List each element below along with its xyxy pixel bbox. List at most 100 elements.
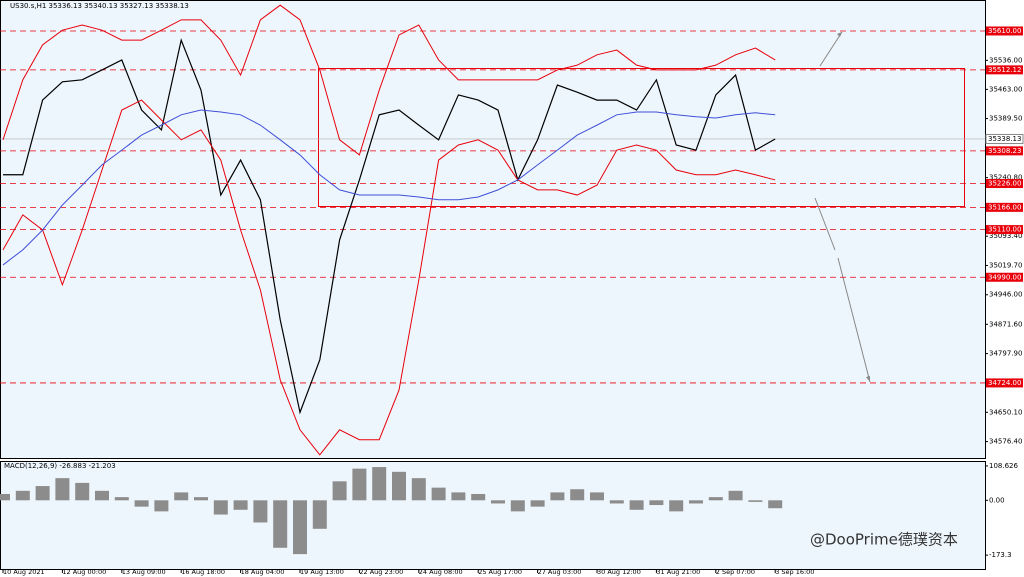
level-tag [986, 202, 1023, 212]
y-tick-label: 108.626 [989, 462, 1018, 470]
y-tick-label: 35463.00 [989, 85, 1022, 93]
macd-bar [550, 492, 565, 501]
macd-bar [332, 481, 347, 501]
y-tick-label: 35536.00 [989, 56, 1022, 64]
y-tick-label: 0.00 [989, 496, 1005, 504]
level-label: 35512.12 [988, 66, 1021, 74]
macd-bar [95, 490, 109, 501]
level-label: 35166.00 [988, 203, 1021, 211]
macd-bar [154, 500, 169, 512]
x-tick-label: 13 Aug 09:00 [122, 568, 166, 576]
level-tag [986, 378, 1023, 388]
x-tick-label: 2 Sep 07:00 [716, 568, 755, 576]
series-line [2, 4, 776, 156]
x-tick-label: 16 Aug 18:00 [181, 568, 225, 576]
level-tag [986, 65, 1023, 75]
y-tick-label: 34576.40 [989, 438, 1022, 446]
macd-bar [530, 500, 545, 507]
macd-bar [411, 478, 426, 501]
level-tag [986, 26, 1023, 36]
macd-panel [0, 461, 986, 570]
macd-bar [471, 493, 486, 501]
level-tag [986, 179, 1023, 189]
macd-title: MACD(12,26,9) -26.883 -21.203 [4, 462, 116, 470]
macd-bar [273, 500, 288, 548]
y-tick-label: 35389.50 [989, 115, 1022, 123]
current-price-tag [985, 133, 1024, 144]
level-tag [986, 146, 1023, 156]
y-tick-label: 34871.60 [989, 320, 1022, 328]
range-box [318, 68, 965, 207]
macd-bar [451, 492, 466, 501]
macd-bar [431, 487, 446, 501]
x-tick-label: 30 Aug 12:00 [597, 568, 641, 576]
y-tick-label: 35019.70 [989, 261, 1022, 269]
arrowhead [837, 32, 842, 37]
x-tick-label: 19 Aug 13:00 [300, 568, 344, 576]
symbol-header: US30.s,H1 35336.13 35340.13 35327.13 353… [10, 2, 189, 10]
arrow-up [819, 31, 843, 67]
macd-bar [708, 497, 723, 501]
level-label: 35308.23 [988, 147, 1021, 155]
x-tick-label: 24 Aug 08:00 [419, 568, 463, 576]
level-label: 34990.00 [988, 273, 1021, 281]
macd-bar [570, 489, 585, 501]
macd-bar [392, 471, 406, 501]
macd-bar [194, 497, 208, 501]
macd-bar [689, 500, 703, 504]
macd-bar [669, 500, 684, 512]
macd-bar [15, 490, 30, 501]
arrow-down-2 [837, 257, 871, 383]
level-label: 34724.00 [988, 379, 1021, 387]
macd-bar [491, 500, 505, 504]
macd-bar [35, 486, 50, 501]
level-tag [986, 272, 1023, 282]
macd-bar [134, 500, 149, 507]
arrow-down-1 [814, 197, 836, 251]
x-tick-label: 10 Aug 2021 [3, 568, 45, 576]
macd-bar [213, 500, 228, 515]
x-tick-label: 3 Sep 16:00 [775, 568, 814, 576]
macd-bar [114, 497, 129, 501]
level-label: 35226.00 [988, 180, 1021, 188]
macd-bar [293, 500, 307, 555]
x-tick-label: 31 Aug 21:00 [656, 568, 700, 576]
series-line [2, 109, 776, 266]
macd-bar [55, 478, 70, 501]
y-tick-label: 35093.40 [989, 232, 1022, 240]
macd-bar [174, 492, 189, 501]
y-tick-label: -173.3 [989, 551, 1012, 559]
current-price-label: 35338.13 [988, 135, 1021, 143]
macd-bar [233, 500, 248, 510]
macd-bar [728, 490, 743, 501]
x-tick-label: 12 Aug 00:00 [62, 568, 106, 576]
y-tick-label: 34946.00 [989, 291, 1022, 299]
x-tick-label: 27 Aug 03:00 [538, 568, 582, 576]
macd-bar [352, 468, 367, 501]
macd-bar [372, 467, 387, 501]
y-tick-label: 35240.80 [989, 174, 1022, 182]
x-tick-label: 25 Aug 17:00 [478, 568, 522, 576]
watermark: @DooPrime德璞资本 [810, 531, 958, 549]
macd-bar [768, 500, 783, 509]
level-label: 35610.00 [988, 27, 1021, 35]
macd-bar [0, 493, 10, 501]
series-line [2, 99, 776, 456]
macd-bar [510, 500, 525, 512]
arrowhead [866, 376, 870, 382]
macd-bar [75, 482, 90, 501]
macd-bar [253, 500, 268, 523]
macd-bar [629, 500, 644, 510]
macd-bar [312, 500, 327, 529]
macd-bar [609, 500, 624, 504]
level-tag [986, 225, 1023, 235]
macd-bar [748, 500, 763, 502]
level-label: 35110.00 [988, 226, 1021, 234]
macd-bar [649, 500, 664, 506]
y-tick-label: 34797.90 [989, 350, 1022, 358]
x-tick-label: 22 Aug 23:00 [359, 568, 403, 576]
y-tick-label: 34650.10 [989, 408, 1022, 416]
macd-bar [590, 492, 604, 501]
x-tick-label: 18 Aug 04:00 [241, 568, 285, 576]
